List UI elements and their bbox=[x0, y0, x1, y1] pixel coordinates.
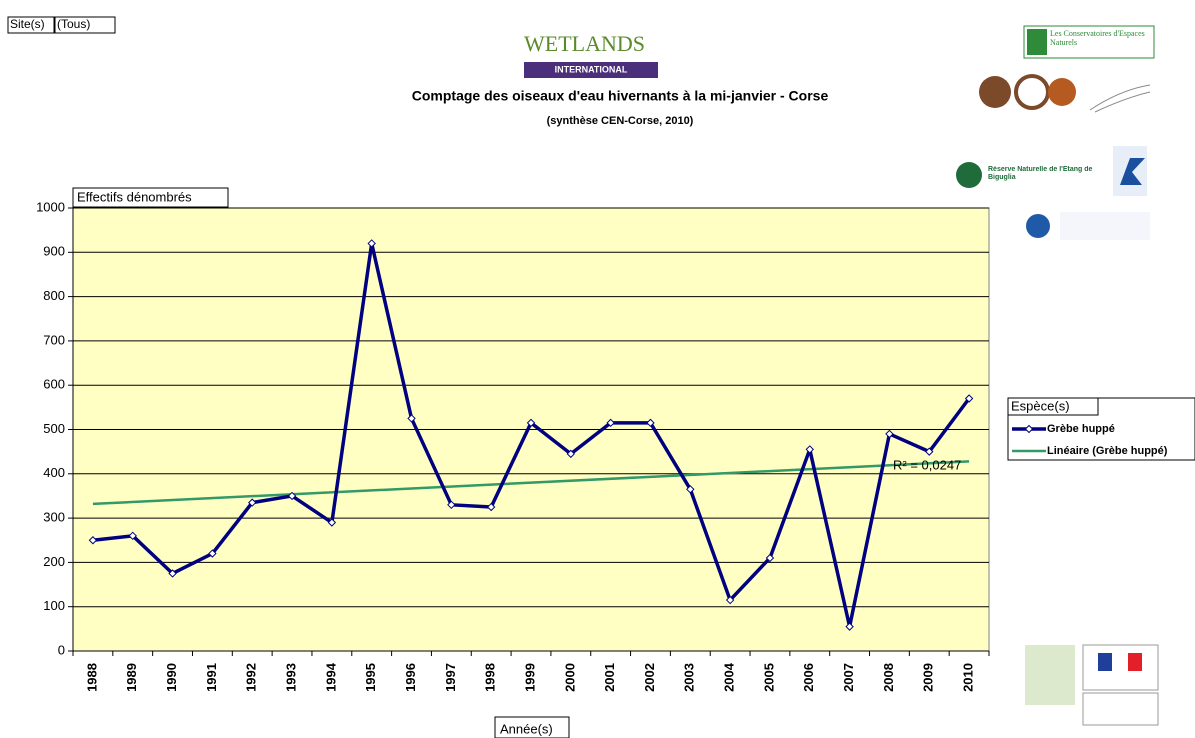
x-tick-label: 1996 bbox=[403, 663, 418, 692]
x-tick-label: 2007 bbox=[841, 663, 856, 692]
data-point bbox=[805, 445, 814, 454]
trendline-label: R² = 0,0247 bbox=[893, 457, 961, 472]
legend-label: Grèbe huppé bbox=[1047, 423, 1115, 435]
data-point bbox=[327, 518, 337, 527]
x-tick-label: 2002 bbox=[642, 663, 657, 692]
x-tick-label: 2009 bbox=[921, 663, 936, 692]
logo-rf bbox=[1082, 644, 1159, 691]
y-tick-label: 100 bbox=[43, 598, 65, 613]
logo-reserve-text: Réserve Naturelle de l'Etang de Biguglia bbox=[988, 166, 1093, 181]
data-point bbox=[606, 418, 615, 428]
x-tick-label: 1991 bbox=[204, 663, 219, 692]
data-point bbox=[526, 418, 536, 428]
legend-title-box[interactable] bbox=[1007, 397, 1099, 416]
y-tick-label: 800 bbox=[43, 288, 65, 303]
x-tick-label: 1995 bbox=[363, 663, 378, 692]
logo-bird bbox=[1089, 84, 1151, 113]
data-point bbox=[686, 485, 695, 494]
logo-reserve-box: Réserve Naturelle de l'Etang de Biguglia bbox=[988, 166, 1093, 181]
x-tick-label: 2010 bbox=[961, 663, 976, 692]
x-tick-label: 1993 bbox=[283, 663, 298, 692]
data-point bbox=[566, 449, 576, 459]
data-point bbox=[88, 536, 98, 545]
x-tick-label: 2003 bbox=[682, 663, 697, 692]
data-point bbox=[168, 569, 177, 578]
logo-bar bbox=[524, 62, 658, 78]
x-tick-label: 2001 bbox=[602, 663, 617, 692]
logo-reserve-mark bbox=[956, 162, 982, 188]
x-tick-label: 2004 bbox=[722, 662, 737, 692]
data-point bbox=[128, 531, 137, 541]
logo-rf-blue bbox=[1098, 653, 1112, 671]
data-point bbox=[885, 429, 894, 439]
legend-marker bbox=[1024, 424, 1034, 434]
filter-value-box[interactable] bbox=[54, 16, 116, 34]
data-point bbox=[964, 394, 974, 403]
x-axis-label[interactable]: Année(s) bbox=[500, 721, 553, 736]
logo-littoral-text bbox=[1060, 212, 1150, 240]
logo-oec bbox=[1025, 645, 1075, 705]
chart-subtitle: (synthèse CEN-Corse, 2010) bbox=[547, 115, 694, 127]
legend-label: Linéaire (Grèbe huppé) bbox=[1047, 445, 1168, 457]
logo-cen-text-box: Les Conservatoires d'Espaces Naturels bbox=[1050, 29, 1145, 47]
x-tick-label: 2000 bbox=[562, 663, 577, 692]
y-tick-label: 900 bbox=[43, 244, 65, 259]
y-tick-label: 700 bbox=[43, 332, 65, 347]
y-axis-label: Effectifs dénombrés bbox=[77, 189, 192, 204]
y-tick-label: 1000 bbox=[36, 199, 65, 214]
filter-label[interactable]: Site(s) bbox=[10, 17, 45, 31]
filter-box[interactable] bbox=[7, 16, 55, 34]
data-point bbox=[925, 447, 934, 456]
x-tick-label: 1998 bbox=[483, 663, 498, 692]
logo-circle bbox=[1048, 78, 1076, 106]
logo-k-mark bbox=[1120, 158, 1145, 185]
logo-rf-red bbox=[1128, 653, 1142, 671]
x-label-box[interactable] bbox=[494, 716, 570, 738]
x-tick-label: 2006 bbox=[801, 663, 816, 692]
trendline bbox=[92, 460, 970, 506]
data-point bbox=[287, 491, 297, 501]
y-tick-label: 500 bbox=[43, 421, 65, 436]
logo-circle bbox=[1014, 74, 1050, 110]
data-point bbox=[765, 553, 775, 563]
data-point bbox=[447, 500, 456, 510]
x-tick-label: 2008 bbox=[881, 663, 896, 692]
logo-cen-text: Les Conservatoires d'Espaces Naturels bbox=[1050, 29, 1145, 47]
logo-dreal bbox=[1082, 692, 1159, 726]
legend-title[interactable]: Espèce(s) bbox=[1011, 398, 1070, 413]
x-tick-label: 1992 bbox=[244, 663, 259, 692]
x-tick-label: 1990 bbox=[164, 663, 179, 692]
data-point bbox=[248, 498, 257, 507]
data-point bbox=[208, 549, 217, 558]
logo-circle bbox=[979, 76, 1011, 108]
chart-title: Comptage des oiseaux d'eau hivernants à … bbox=[412, 88, 829, 104]
x-tick-label: 1988 bbox=[84, 663, 99, 692]
y-tick-label: 0 bbox=[58, 642, 65, 657]
y-tick-label: 600 bbox=[43, 377, 65, 392]
data-point bbox=[646, 418, 655, 428]
y-label-box bbox=[72, 187, 229, 208]
logo-littoral bbox=[1026, 214, 1050, 238]
x-tick-label: 1989 bbox=[124, 663, 139, 692]
data-point bbox=[845, 622, 854, 631]
logo-wetlands: WETLANDS bbox=[524, 31, 645, 56]
data-point bbox=[367, 239, 376, 248]
x-tick-label: 2005 bbox=[761, 663, 776, 692]
y-tick-label: 400 bbox=[43, 465, 65, 480]
logo-wetlands-sub: INTERNATIONAL bbox=[555, 64, 628, 74]
y-tick-label: 200 bbox=[43, 554, 65, 569]
y-tick-label: 300 bbox=[43, 510, 65, 525]
filter-value[interactable]: (Tous) bbox=[57, 17, 90, 31]
data-point bbox=[725, 595, 735, 605]
data-point bbox=[407, 414, 416, 423]
data-point bbox=[486, 502, 496, 512]
x-tick-label: 1994 bbox=[323, 662, 338, 692]
x-tick-label: 1997 bbox=[443, 663, 458, 692]
logo-cen-mark bbox=[1027, 29, 1047, 55]
x-tick-label: 1999 bbox=[522, 663, 537, 692]
